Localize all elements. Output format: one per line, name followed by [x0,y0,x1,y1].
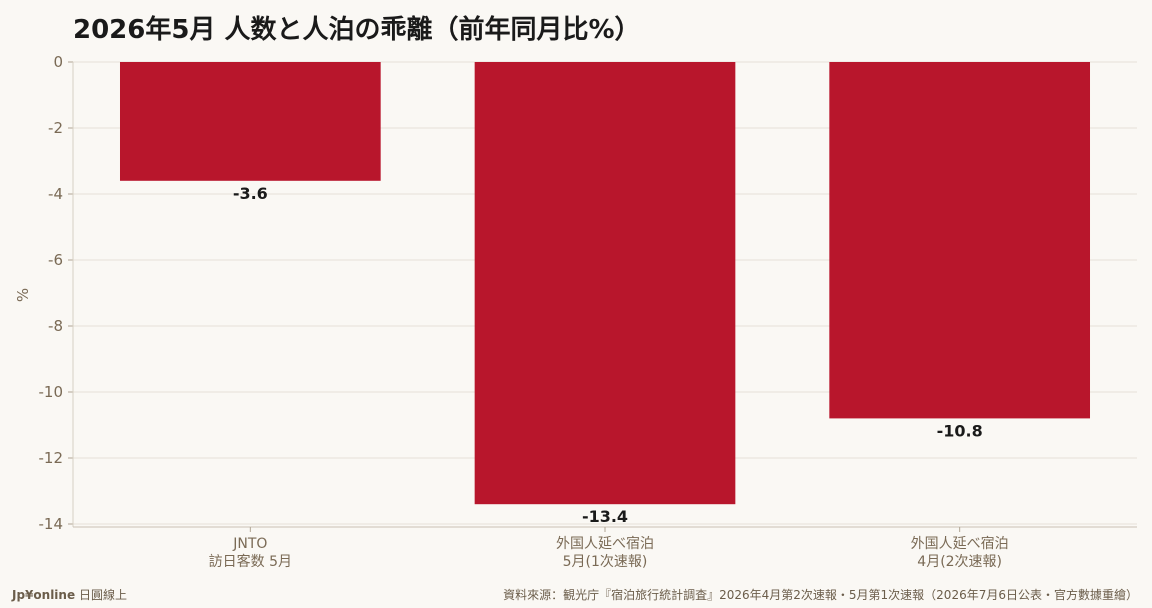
x-tick-label: 5月(1次速報) [563,554,648,570]
y-tick-label: 0 [53,53,63,71]
x-tick-label: 外国人延べ宿泊 [911,535,1009,552]
bar-chart: -3.6 -13.4 -10.8 0 -2 -4 -6 -8 -10 -12 -14 JNTO訪日客… [14,53,1137,570]
chart-title: 2026年5月 人数と人泊の乖離（前年同月比%） [73,15,641,45]
bar [119,62,381,181]
bar-value-label: -3.6 [233,184,268,203]
y-tick-label: -2 [48,119,63,137]
x-tick-label: 4月(2次速報) [917,554,1002,570]
x-tick-label: JNTO [232,536,267,552]
y-tick-label: -12 [39,449,64,467]
y-tick-label: -14 [39,515,64,533]
bars: -3.6 -13.4 -10.8 [119,62,1091,526]
y-tick-label: -6 [48,251,63,269]
brand-suffix: 日圓線上 [78,588,127,602]
y-tick-label: -4 [48,185,63,203]
bar-value-label: -10.8 [937,421,983,440]
brand-name: Jp¥online [12,588,76,602]
x-tick-label: 外国人延べ宿泊 [556,535,654,552]
x-tick-label: 訪日客数 5月 [209,553,292,570]
brand-footer: Jp¥online 日圓線上 [12,586,127,603]
bar-value-label: -13.4 [582,507,628,526]
y-axis-label: % [14,288,32,302]
y-tick-label: -8 [48,317,63,335]
bar [829,62,1091,419]
source-note: 資料來源：観光庁『宿泊旅行統計調査』2026年4月第2次速報・5月第1次速報（2… [503,588,1138,602]
y-tick-label: -10 [39,383,64,401]
bar [474,62,736,505]
